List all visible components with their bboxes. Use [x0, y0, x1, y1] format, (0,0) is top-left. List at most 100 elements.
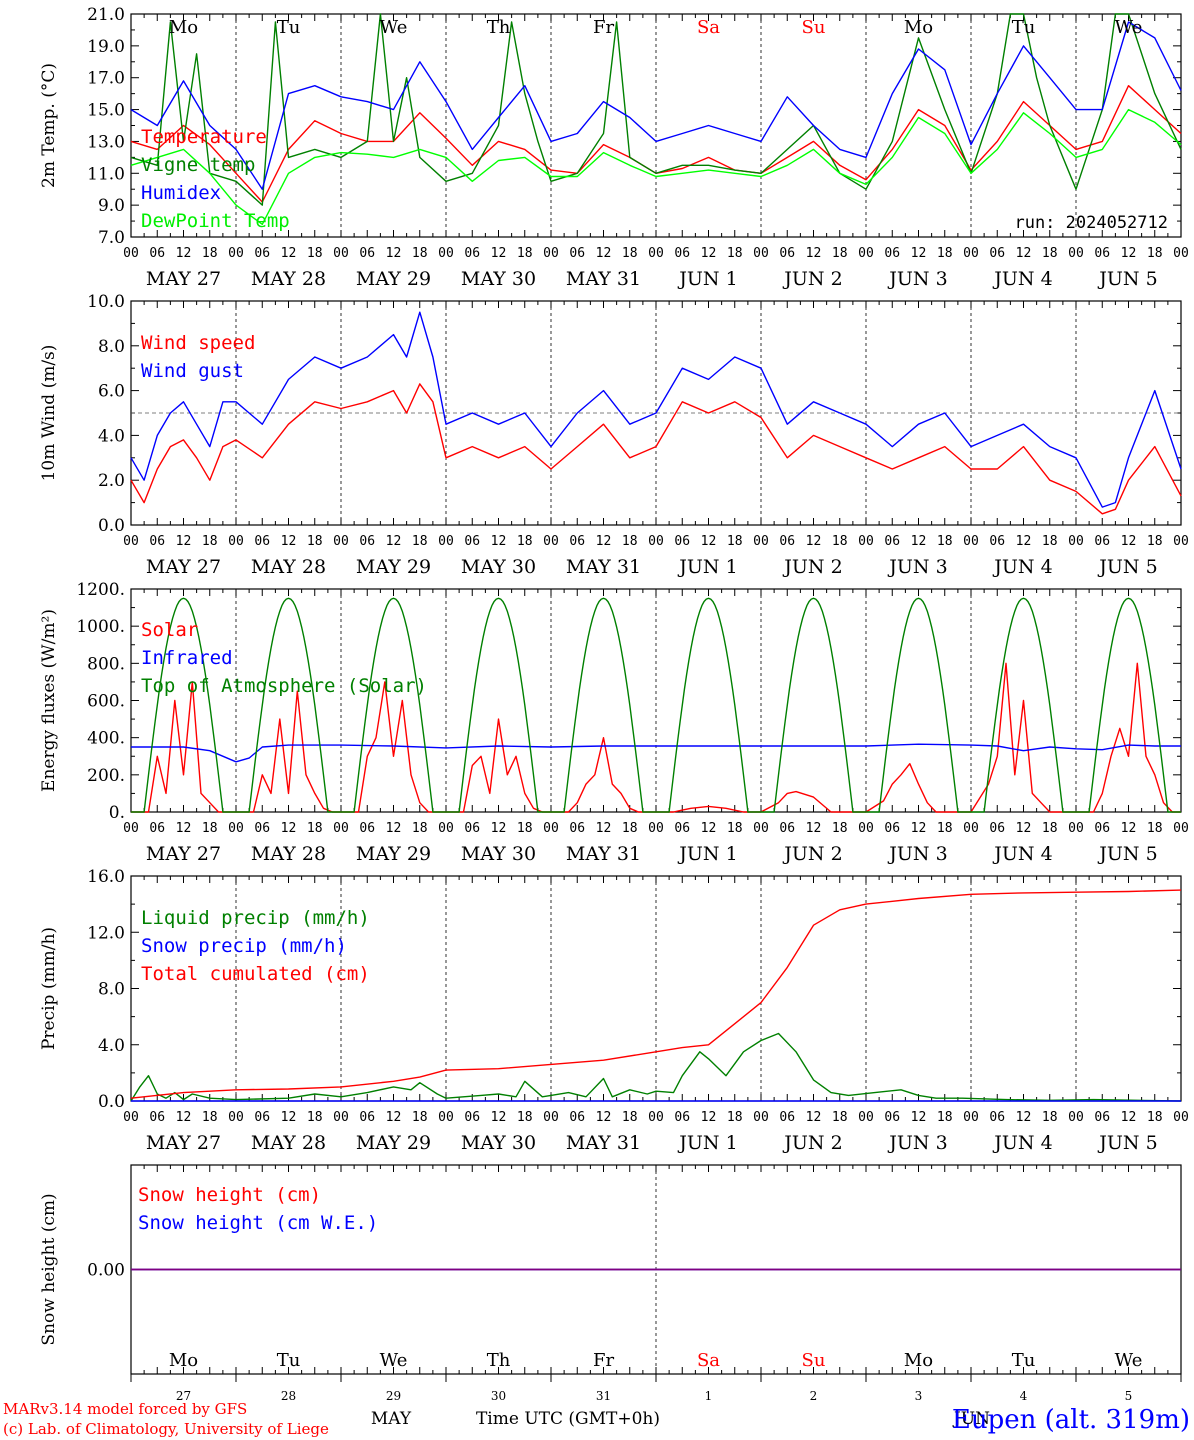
hour-tick-label: 12: [806, 1110, 822, 1125]
hour-tick-label: 06: [464, 821, 480, 836]
series-line: [130, 21, 1182, 190]
panel-4: 0.0 4.0 8.0 12.0 16.0 Precip (mm/h) Liquid pre…: [39, 867, 1189, 1154]
y-tick-label: 10.0: [87, 292, 125, 312]
hour-tick-label: 18: [202, 821, 218, 836]
hour-tick-label: 18: [1147, 246, 1163, 261]
date-label: MAY 27: [146, 268, 221, 290]
hour-tick-label: 00: [753, 1110, 769, 1125]
y-tick-label: 400.: [87, 729, 125, 749]
hour-tick-label: 12: [386, 534, 402, 549]
date-label: MAY 30: [461, 1132, 536, 1154]
day-name-bottom: We: [380, 1350, 408, 1371]
date-number: 27: [176, 1389, 191, 1403]
hour-tick-label: 12: [806, 246, 822, 261]
hour-tick-label: 12: [176, 534, 192, 549]
hour-tick-label: 12: [1016, 821, 1032, 836]
date-label: MAY 27: [146, 843, 221, 865]
footer-lab-line: (c) Lab. of Climatology, University of L…: [3, 1420, 329, 1438]
hour-tick-label: 00: [858, 534, 874, 549]
hour-tick-label: 12: [701, 246, 717, 261]
hour-tick-label: 12: [1016, 246, 1032, 261]
hour-tick-label: 00: [438, 534, 454, 549]
hour-tick-label: 00: [123, 534, 139, 549]
series-line: [130, 889, 1182, 1099]
series-line: [130, 1032, 1182, 1102]
hour-tick-label: 18: [937, 1110, 953, 1125]
hour-tick-label: 12: [176, 1110, 192, 1125]
hour-tick-label: 18: [517, 821, 533, 836]
hour-tick-label: 12: [491, 1110, 507, 1125]
month-may-label: MAY: [371, 1409, 412, 1429]
y-tick-label: 800.: [87, 654, 125, 674]
y-tick-label: 15.0: [87, 101, 125, 121]
y-tick-label: 12.0: [87, 923, 125, 943]
hour-tick-label: 12: [386, 246, 402, 261]
hour-tick-label: 00: [648, 821, 664, 836]
hour-tick-label: 12: [596, 246, 612, 261]
hour-tick-label: 12: [911, 1110, 927, 1125]
legend-entry: Humidex: [141, 182, 221, 204]
hour-tick-label: 06: [674, 246, 690, 261]
hour-tick-label: 00: [228, 246, 244, 261]
legend-entry: Snow height (cm W.E.): [138, 1212, 378, 1234]
legend-entry: Vigne temp: [141, 154, 255, 176]
hour-tick-label: 06: [884, 246, 900, 261]
hour-tick-label: 06: [884, 534, 900, 549]
y-tick-label: 1000.: [76, 617, 125, 637]
day-name-top: Sa: [697, 17, 720, 38]
hour-tick-label: 00: [333, 246, 349, 261]
hour-tick-label: 12: [1121, 1110, 1137, 1125]
day-name-top: We: [380, 17, 408, 38]
hour-tick-label: 18: [1147, 1110, 1163, 1125]
day-name-bottom: Th: [487, 1350, 511, 1371]
hour-tick-label: 12: [701, 1110, 717, 1125]
y-axis-title: Precip (mm/h): [39, 927, 59, 1050]
hour-tick-label: 00: [438, 246, 454, 261]
y-tick-label: 7.0: [98, 228, 125, 248]
date-label: MAY 30: [461, 556, 536, 578]
hour-tick-label: 12: [281, 1110, 297, 1125]
hour-tick-label: 18: [1042, 246, 1058, 261]
hour-tick-label: 18: [412, 246, 428, 261]
hour-tick-label: 06: [1094, 246, 1110, 261]
date-label: MAY 30: [461, 268, 536, 290]
hour-tick-label: 00: [1173, 1110, 1189, 1125]
hour-tick-label: 00: [543, 821, 559, 836]
date-label: JUN 1: [677, 1132, 737, 1154]
date-label: MAY 27: [146, 556, 221, 578]
hour-tick-label: 12: [176, 821, 192, 836]
hour-tick-label: 18: [937, 246, 953, 261]
hour-tick-label: 06: [1094, 534, 1110, 549]
legend-entry: Infrared: [141, 647, 233, 669]
y-tick-label: 600.: [87, 692, 125, 712]
hour-tick-label: 12: [911, 821, 927, 836]
hour-tick-label: 18: [727, 534, 743, 549]
date-number: 29: [386, 1389, 401, 1403]
hour-tick-label: 18: [832, 534, 848, 549]
hour-tick-label: 06: [359, 534, 375, 549]
hour-tick-label: 00: [1068, 821, 1084, 836]
hour-tick-label: 06: [569, 1110, 585, 1125]
hour-tick-label: 00: [438, 821, 454, 836]
hour-tick-label: 12: [491, 821, 507, 836]
y-tick-label: 0.00: [87, 1261, 125, 1281]
date-number: 4: [1020, 1389, 1028, 1403]
date-label: JUN 1: [677, 843, 737, 865]
date-label: MAY 29: [356, 268, 431, 290]
date-label: JUN 3: [887, 843, 947, 865]
hour-tick-label: 06: [674, 1110, 690, 1125]
hour-tick-label: 12: [596, 1110, 612, 1125]
hour-tick-label: 18: [622, 821, 638, 836]
hour-tick-label: 00: [753, 821, 769, 836]
hour-tick-label: 06: [884, 1110, 900, 1125]
hour-tick-label: 06: [569, 821, 585, 836]
hour-tick-label: 18: [412, 821, 428, 836]
hour-tick-label: 12: [806, 821, 822, 836]
hour-tick-label: 18: [412, 534, 428, 549]
day-name-top: Mo: [904, 17, 933, 38]
time-axis-label: Time UTC (GMT+0h): [476, 1409, 660, 1429]
hour-tick-label: 00: [963, 534, 979, 549]
date-label: MAY 31: [566, 268, 641, 290]
date-label: MAY 29: [356, 843, 431, 865]
